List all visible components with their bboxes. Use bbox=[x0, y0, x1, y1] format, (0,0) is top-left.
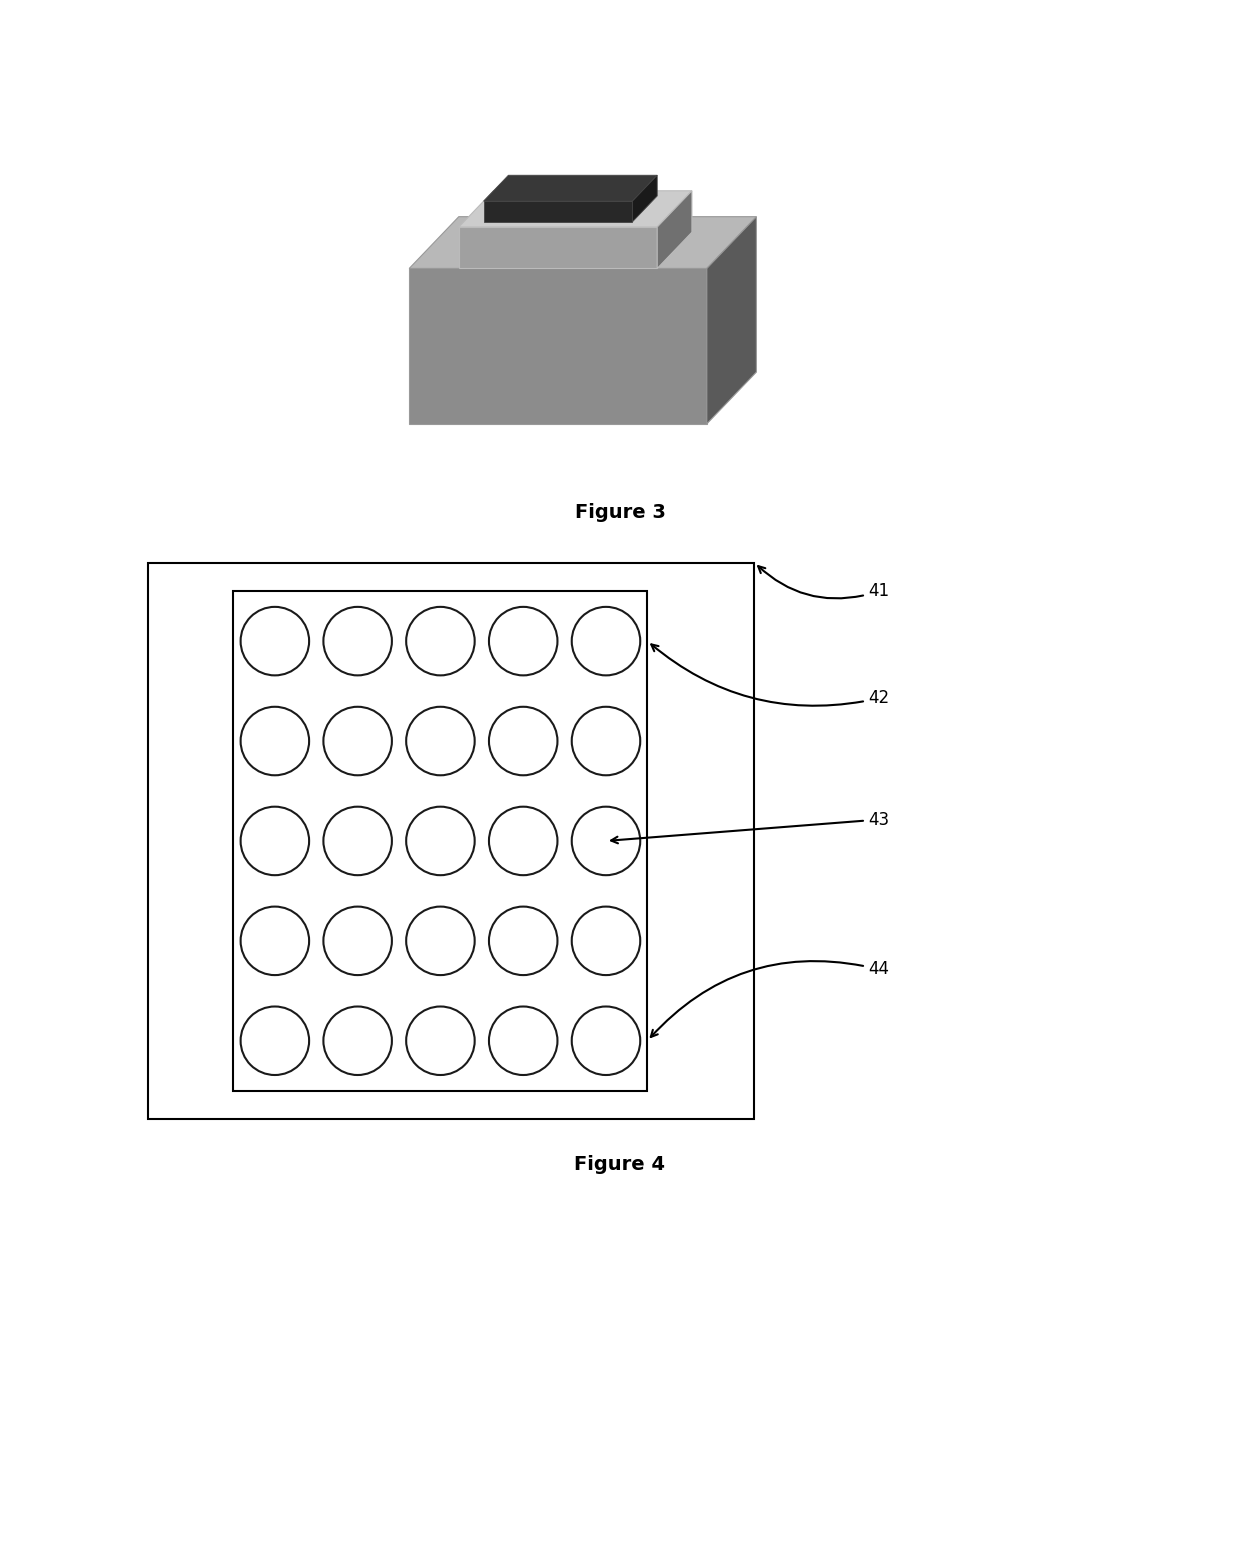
Text: 44: 44 bbox=[651, 960, 889, 1037]
Circle shape bbox=[241, 807, 309, 875]
Circle shape bbox=[489, 606, 558, 676]
Circle shape bbox=[407, 807, 475, 875]
Circle shape bbox=[407, 707, 475, 775]
Text: 41: 41 bbox=[758, 566, 890, 600]
Circle shape bbox=[572, 907, 640, 975]
Polygon shape bbox=[459, 227, 657, 268]
Circle shape bbox=[324, 606, 392, 676]
Circle shape bbox=[241, 907, 309, 975]
Polygon shape bbox=[657, 191, 692, 268]
Circle shape bbox=[324, 707, 392, 775]
Circle shape bbox=[572, 807, 640, 875]
Circle shape bbox=[489, 907, 558, 975]
Polygon shape bbox=[459, 191, 692, 227]
Polygon shape bbox=[632, 176, 657, 222]
Circle shape bbox=[407, 606, 475, 676]
Circle shape bbox=[489, 707, 558, 775]
Polygon shape bbox=[484, 201, 632, 222]
Circle shape bbox=[572, 1006, 640, 1075]
Circle shape bbox=[489, 1006, 558, 1075]
Bar bbox=[148, 563, 754, 1119]
Circle shape bbox=[572, 606, 640, 676]
Circle shape bbox=[407, 1006, 475, 1075]
Polygon shape bbox=[409, 216, 756, 268]
Circle shape bbox=[324, 907, 392, 975]
Circle shape bbox=[241, 707, 309, 775]
Circle shape bbox=[489, 807, 558, 875]
Bar bbox=[233, 591, 647, 1091]
Circle shape bbox=[324, 807, 392, 875]
Circle shape bbox=[407, 907, 475, 975]
Text: Figure 4: Figure 4 bbox=[574, 1156, 666, 1174]
Text: 42: 42 bbox=[651, 645, 890, 707]
Polygon shape bbox=[409, 268, 707, 424]
Text: 43: 43 bbox=[611, 810, 890, 844]
Circle shape bbox=[241, 1006, 309, 1075]
Circle shape bbox=[241, 606, 309, 676]
Circle shape bbox=[572, 707, 640, 775]
Circle shape bbox=[324, 1006, 392, 1075]
Text: Figure 3: Figure 3 bbox=[574, 503, 666, 522]
Polygon shape bbox=[484, 176, 657, 201]
Polygon shape bbox=[707, 216, 756, 424]
